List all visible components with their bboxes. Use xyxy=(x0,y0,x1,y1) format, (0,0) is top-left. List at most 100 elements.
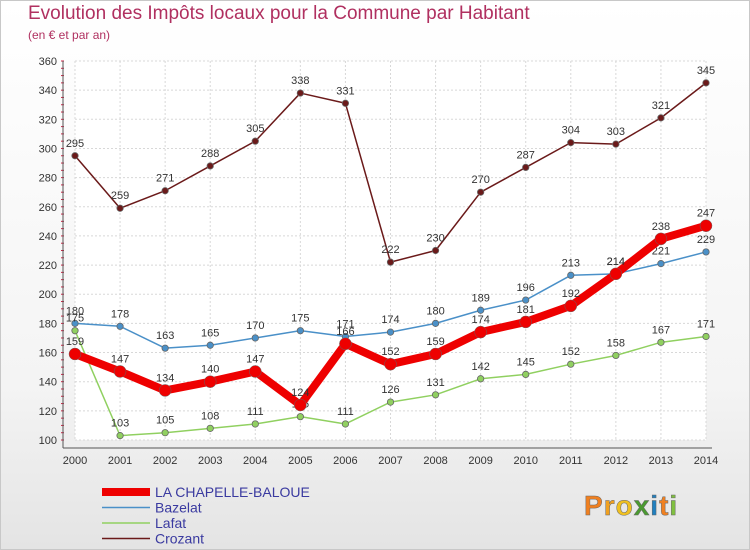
data-point-lafat xyxy=(251,420,259,428)
chart-title: Evolution des Impôts locaux pour la Comm… xyxy=(28,3,530,24)
x-tick-label: 2005 xyxy=(288,455,312,467)
data-point-crozant xyxy=(567,139,575,147)
y-tick-label: 200 xyxy=(39,289,57,301)
data-label-la-chapelle-baloue: 181 xyxy=(517,304,535,316)
data-label-lafat: 108 xyxy=(201,410,219,422)
x-tick-label: 2010 xyxy=(513,455,537,467)
data-label-la-chapelle-baloue: 247 xyxy=(697,208,715,220)
data-point-bazelat xyxy=(206,341,214,349)
data-label-lafat: 111 xyxy=(247,406,264,418)
data-point-bazelat xyxy=(431,319,440,327)
data-point-la-chapelle-baloue xyxy=(654,232,668,246)
data-point-lafat xyxy=(612,351,620,360)
data-label-lafat: 171 xyxy=(697,319,715,331)
data-point-lafat xyxy=(567,360,575,368)
legend-label: Crozant xyxy=(155,531,204,547)
data-point-crozant xyxy=(296,89,304,97)
data-label-crozant: 305 xyxy=(246,123,264,135)
data-point-crozant xyxy=(431,246,440,255)
logo-letter: o xyxy=(615,490,634,522)
data-label-lafat: 142 xyxy=(471,361,489,373)
data-label-crozant: 230 xyxy=(426,233,444,245)
data-label-lafat: 158 xyxy=(607,337,625,349)
data-label-lafat: 126 xyxy=(381,384,399,396)
data-point-lafat xyxy=(71,327,79,335)
data-label-la-chapelle-baloue: 152 xyxy=(381,346,399,358)
data-point-lafat xyxy=(161,429,169,437)
logo-letter: t xyxy=(659,490,670,522)
y-tick-label: 220 xyxy=(39,260,57,272)
data-label-la-chapelle-baloue: 140 xyxy=(201,364,219,376)
data-label-lafat: 105 xyxy=(156,415,174,427)
data-point-la-chapelle-baloue xyxy=(699,219,713,232)
data-point-crozant xyxy=(71,152,79,160)
data-label-bazelat: 180 xyxy=(426,305,444,317)
x-tick-label: 2011 xyxy=(559,455,583,467)
data-label-la-chapelle-baloue: 159 xyxy=(426,336,444,348)
data-point-bazelat xyxy=(522,296,530,304)
data-label-la-chapelle-baloue: 147 xyxy=(246,353,264,365)
data-label-crozant: 304 xyxy=(562,125,580,137)
data-point-lafat xyxy=(341,420,350,428)
data-label-lafat: 145 xyxy=(517,356,535,368)
data-label-crozant: 331 xyxy=(336,85,354,97)
data-point-la-chapelle-baloue xyxy=(564,299,578,313)
x-tick-label: 2003 xyxy=(198,455,222,467)
data-label-bazelat: 189 xyxy=(471,292,489,304)
y-tick-label: 320 xyxy=(39,114,57,126)
legend-label: Bazelat xyxy=(155,500,202,516)
data-point-bazelat xyxy=(71,319,79,327)
data-point-crozant xyxy=(522,163,530,172)
data-label-lafat: 167 xyxy=(652,324,670,336)
legend-label: Lafat xyxy=(155,515,186,531)
data-label-crozant: 271 xyxy=(156,173,174,185)
data-label-crozant: 288 xyxy=(201,148,219,160)
data-point-crozant xyxy=(116,204,124,212)
data-label-bazelat: 175 xyxy=(291,313,309,325)
data-label-lafat: 103 xyxy=(111,418,129,430)
logo-letter: P xyxy=(584,490,604,522)
data-label-crozant: 222 xyxy=(381,244,399,256)
data-point-crozant xyxy=(341,99,350,107)
y-tick-label: 260 xyxy=(39,202,57,214)
x-tick-label: 2000 xyxy=(63,455,87,467)
data-point-bazelat xyxy=(477,306,485,314)
logo-letter: r xyxy=(603,490,616,522)
data-point-la-chapelle-baloue xyxy=(339,337,352,351)
data-point-lafat xyxy=(296,413,304,421)
data-label-bazelat: 213 xyxy=(562,257,580,269)
data-label-bazelat: 178 xyxy=(111,308,129,320)
data-label-crozant: 295 xyxy=(66,138,84,150)
y-tick-label: 180 xyxy=(39,318,57,330)
chart-subtitle: (en € et par an) xyxy=(28,28,111,42)
data-label-bazelat: 170 xyxy=(246,320,264,332)
data-point-bazelat xyxy=(251,334,259,342)
x-tick-label: 2001 xyxy=(108,455,132,467)
data-label-crozant: 345 xyxy=(697,65,715,77)
data-point-crozant xyxy=(477,188,485,196)
data-point-crozant xyxy=(702,79,710,87)
data-label-lafat: 175 xyxy=(66,313,84,325)
logo-letter: x xyxy=(633,490,651,522)
y-tick-label: 300 xyxy=(39,143,57,155)
data-label-bazelat: 221 xyxy=(652,246,670,258)
data-point-lafat xyxy=(206,424,214,432)
data-label-la-chapelle-baloue: 214 xyxy=(607,256,625,268)
data-label-la-chapelle-baloue: 238 xyxy=(652,221,670,233)
data-label-la-chapelle-baloue: 166 xyxy=(336,326,354,338)
data-point-bazelat xyxy=(386,328,395,336)
data-point-la-chapelle-baloue xyxy=(113,365,127,378)
data-label-bazelat: 229 xyxy=(697,234,715,246)
data-label-lafat: 131 xyxy=(426,377,444,389)
data-point-lafat xyxy=(657,338,665,346)
data-point-lafat xyxy=(386,398,395,406)
data-point-bazelat xyxy=(657,260,665,268)
data-point-lafat xyxy=(431,391,440,399)
data-label-crozant: 303 xyxy=(607,126,625,138)
data-point-la-chapelle-baloue xyxy=(203,375,217,388)
data-point-la-chapelle-baloue xyxy=(249,365,262,378)
data-point-bazelat xyxy=(161,344,169,352)
data-point-crozant xyxy=(386,258,395,266)
data-label-bazelat: 174 xyxy=(381,314,399,326)
